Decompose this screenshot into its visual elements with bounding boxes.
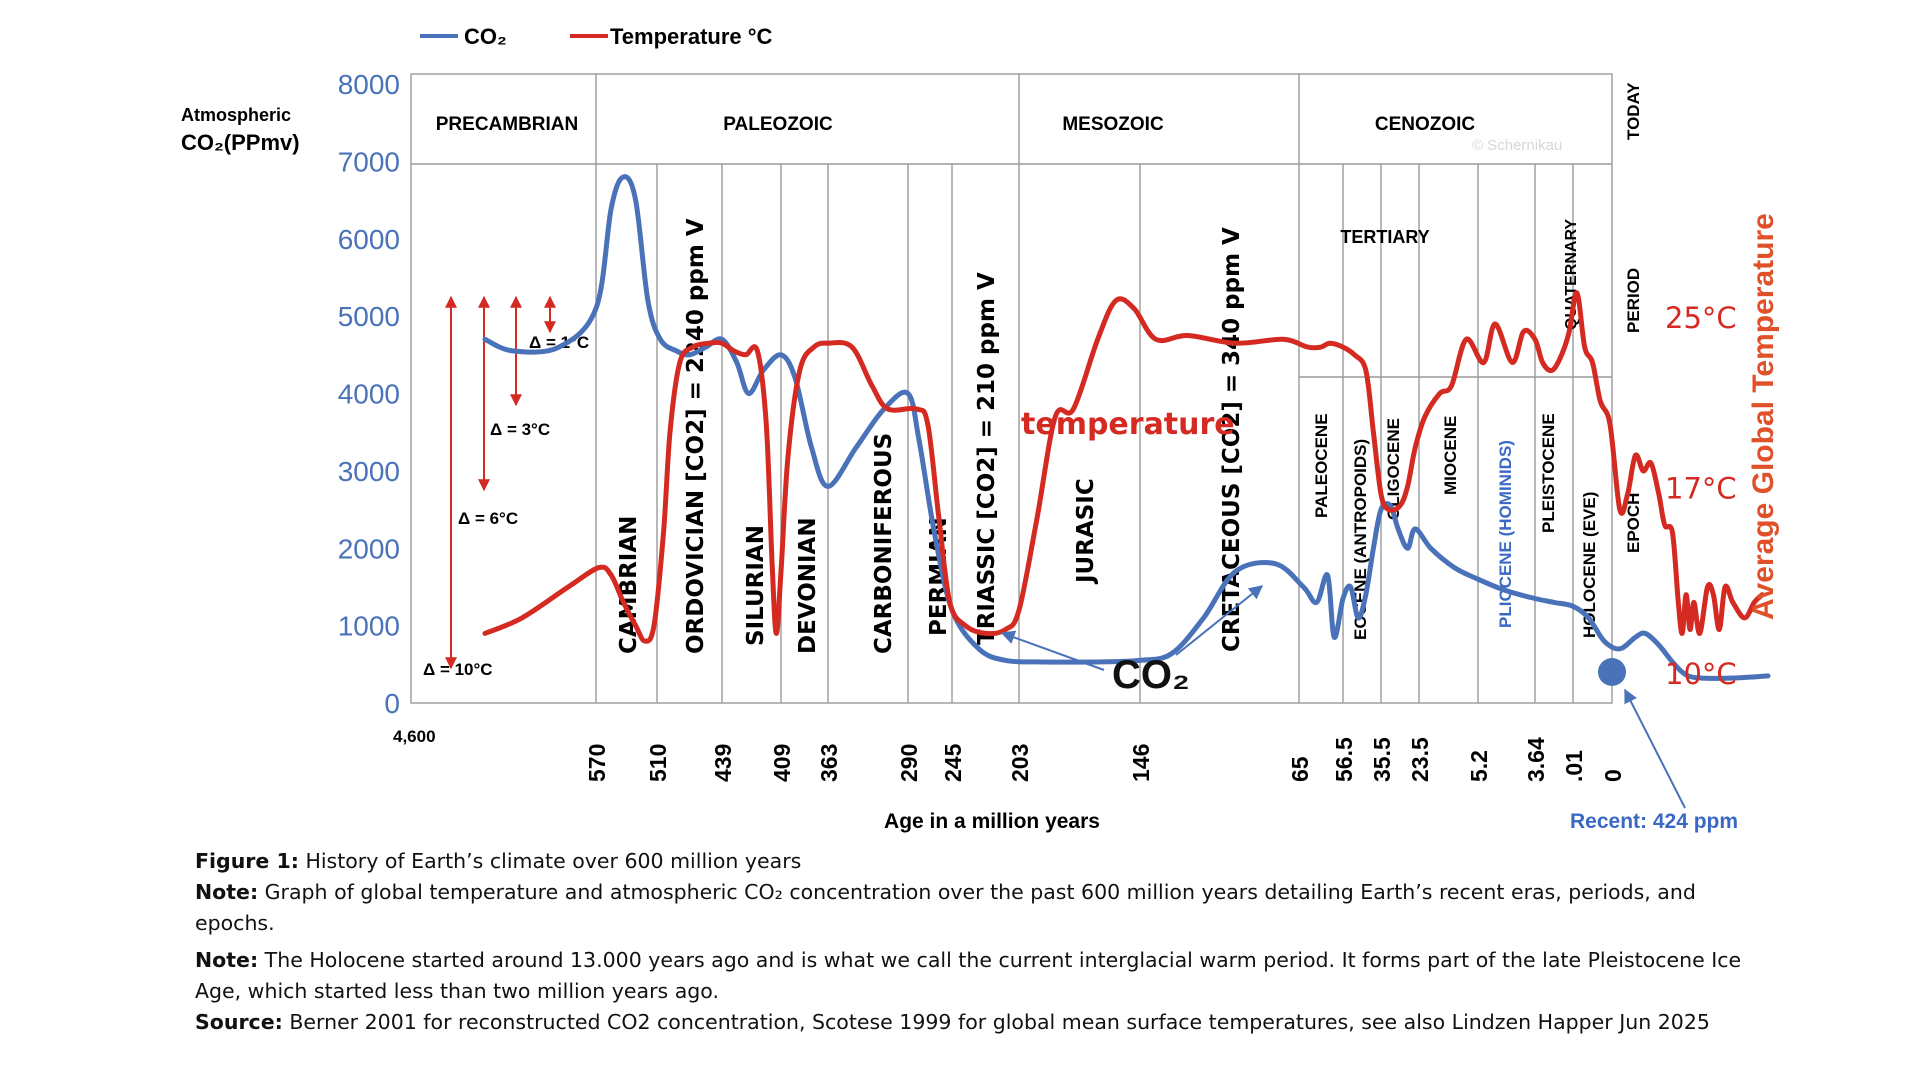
x-tick-label: 5.2 — [1466, 750, 1492, 782]
x-tick-label: 23.5 — [1407, 737, 1433, 782]
y-tick-label: 5000 — [338, 301, 400, 332]
temperature-series-line — [482, 290, 1765, 644]
x-axis-title: Age in a million years — [884, 810, 1100, 833]
plot-frame — [410, 73, 1613, 704]
delta-label-10: Δ = 10°C — [423, 660, 493, 679]
caption-note-1-text: Graph of global temperature and atmosphe… — [195, 880, 1696, 935]
climate-history-chart: CO₂ Temperature °C Atmospheric CO₂(PPmv)… — [181, 24, 1780, 833]
watermark: © Schernikau — [1472, 137, 1562, 154]
era-label: PALEOZOIC — [723, 114, 833, 135]
co2-annotation: CO₂ — [1112, 653, 1190, 697]
caption-note-2: Note: The Holocene started around 13.000… — [195, 945, 1755, 1007]
y-tick-label: 2000 — [338, 533, 400, 564]
caption-figure-text: History of Earth’s climate over 600 mill… — [298, 849, 802, 873]
period-label-silurian: SILURIAN — [743, 525, 769, 646]
x-tick-label: 4,600 — [393, 727, 436, 746]
x-tick-label: 35.5 — [1369, 737, 1395, 782]
x-tick-label: 56.5 — [1331, 737, 1357, 782]
y-axis-title-line2: CO₂(PPmv) — [181, 130, 300, 155]
temperature-tick-label: 10°C — [1665, 657, 1737, 691]
x-tick-label: 510 — [645, 744, 671, 782]
today-label: TODAY — [1624, 82, 1643, 140]
period-label: PERIOD — [1624, 268, 1643, 333]
period-label-ordovician: ORDOVICIAN [CO2] = 2240 ppm V — [683, 218, 709, 654]
period-label-triassic: TRIASSIC [CO2] = 210 ppm V — [974, 272, 1000, 645]
x-tick-label: .01 — [1561, 750, 1587, 782]
legend: CO₂ Temperature °C — [420, 24, 773, 49]
recent-co2-label: Recent: 424 ppm — [1570, 810, 1738, 833]
delta-label-3: Δ = 3°C — [490, 420, 550, 439]
epoch-label-holocene: HOLOCENE (EVE) — [1580, 492, 1599, 638]
x-tick-label: 0 — [1600, 769, 1626, 782]
x-axis-ticks: 4,600 570 510 439 409 363 290 245 203 146 65 56.5 35… — [393, 727, 1626, 782]
co2-series-line — [482, 174, 1771, 681]
epoch-label: EPOCH — [1624, 493, 1643, 553]
y-tick-label: 4000 — [338, 379, 400, 410]
era-label: CENOZOIC — [1375, 114, 1476, 135]
caption-note-2-label: Note: — [195, 948, 259, 972]
x-tick-label: 363 — [816, 744, 842, 782]
delta-label-6: Δ = 6°C — [458, 509, 518, 528]
era-label: PRECAMBRIAN — [436, 114, 579, 135]
epoch-label-oligocene: OLIGOCENE — [1384, 418, 1403, 520]
period-label-cretaceous: CRETACEOUS [CO2] = 340 ppm V — [1219, 227, 1245, 652]
y-tick-label: 6000 — [338, 224, 400, 255]
era-labels: PRECAMBRIAN PALEOZOIC MESOZOIC CENOZOIC — [436, 114, 1476, 135]
x-tick-label: 245 — [940, 743, 966, 782]
x-tick-label: 439 — [710, 744, 736, 782]
caption-figure-label: Figure 1: — [195, 849, 299, 873]
period-label-jurasic: JURASIC — [1073, 478, 1099, 585]
y-tick-label: 7000 — [338, 146, 400, 177]
epoch-label-paleocene: PALEOCENE — [1312, 413, 1331, 518]
x-tick-label: 146 — [1128, 744, 1154, 782]
y-tick-label: 1000 — [338, 611, 400, 642]
caption-note-2-text: The Holocene started around 13.000 years… — [195, 948, 1742, 1003]
y-axis-ticks: 0 1000 2000 3000 4000 5000 6000 7000 8000 — [338, 69, 400, 719]
legend-co2-label: CO₂ — [464, 24, 507, 49]
caption-note-1-label: Note: — [195, 880, 259, 904]
temperature-axis-ticks: 25°C 17°C 10°C — [1665, 301, 1737, 691]
x-tick-label: 65 — [1287, 756, 1313, 782]
delta-labels: Δ = 1°C Δ = 3°C Δ = 6°C Δ = 10°C — [423, 333, 589, 679]
right-column-labels: TODAY PERIOD EPOCH — [1624, 82, 1643, 553]
y-tick-label: 0 — [384, 688, 400, 719]
x-tick-label: 3.64 — [1523, 737, 1549, 782]
recent-co2-marker — [1598, 658, 1626, 686]
period-label-carboniferous: CARBONIFEROUS — [871, 433, 897, 654]
caption-figure-line: Figure 1: History of Earth’s climate ove… — [195, 846, 1755, 877]
era-label: MESOZOIC — [1062, 114, 1164, 135]
period-label-devonian: DEVONIAN — [795, 517, 821, 654]
y-tick-label: 8000 — [338, 69, 400, 100]
co2-pointer-arrows — [1000, 585, 1686, 809]
caption-source-text: Berner 2001 for reconstructed CO2 concen… — [282, 1010, 1710, 1034]
x-tick-label: 409 — [769, 744, 795, 782]
epoch-label-miocene: MIOCENE — [1441, 416, 1460, 495]
legend-temperature-label: Temperature °C — [610, 24, 773, 49]
tertiary-label: TERTIARY — [1340, 227, 1429, 247]
caption-source-label: Source: — [195, 1010, 283, 1034]
x-tick-label: 570 — [584, 744, 610, 782]
caption-source: Source: Berner 2001 for reconstructed CO… — [195, 1007, 1755, 1038]
temperature-tick-label: 25°C — [1665, 301, 1737, 335]
figure-caption: Figure 1: History of Earth’s climate ove… — [195, 846, 1755, 1038]
x-tick-label: 203 — [1007, 744, 1033, 782]
epoch-label-pliocene: PLIOCENE (HOMINIDS) — [1496, 440, 1515, 628]
y-axis-title-line1: Atmospheric — [181, 105, 291, 125]
caption-note-1: Note: Graph of global temperature and at… — [195, 877, 1755, 939]
y-tick-label: 3000 — [338, 456, 400, 487]
right-axis-title: Average Global Temperature — [1747, 213, 1780, 620]
x-tick-label: 290 — [896, 744, 922, 782]
temperature-annotation: temperature — [1021, 407, 1235, 442]
temperature-tick-label: 17°C — [1665, 471, 1737, 505]
epoch-label-pleistocene: PLEISTOCENE — [1539, 413, 1558, 533]
